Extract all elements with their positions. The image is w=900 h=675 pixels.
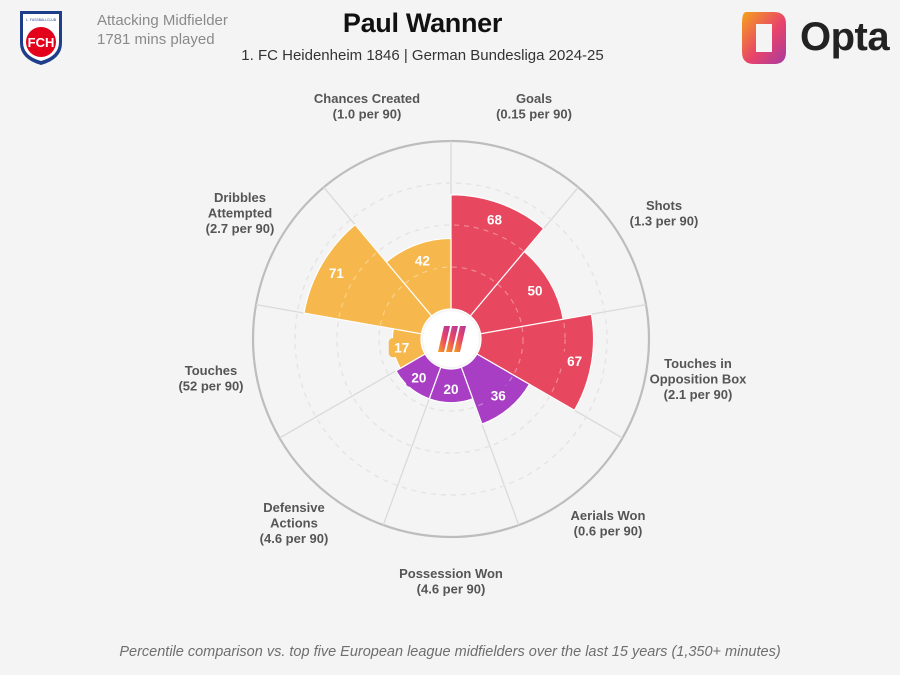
value-label: 36 [491, 388, 507, 403]
value-label: 17 [394, 341, 409, 356]
value-label: 68 [487, 212, 503, 227]
category-rate: (1.0 per 90) [333, 107, 402, 122]
category-label: Dribbles Attempted (2.7 per 90) [206, 190, 275, 236]
player-info: Attacking Midfielder 1781 mins played [97, 11, 228, 49]
value-badge [561, 351, 588, 371]
category-label: Touches (52 per 90) [178, 363, 243, 394]
value-badge [409, 250, 436, 270]
grid-ring-overlay [336, 224, 566, 454]
opta-wordmark: Opta [800, 15, 890, 59]
wedge-dribbles-attempted [303, 223, 433, 335]
center-opta-icon [438, 326, 466, 352]
player-minutes: 1781 mins played [97, 31, 215, 48]
crest-top-text: 1. FUSSBALLCLUB [26, 18, 57, 22]
wedge-shots [469, 250, 564, 335]
value-badge [323, 263, 350, 283]
value-label: 50 [527, 284, 542, 299]
club-crest: 1. FUSSBALLCLUB FCH [20, 11, 62, 65]
category-label: Goals (0.15 per 90) [496, 91, 572, 122]
category-rate: (0.6 per 90) [574, 524, 643, 539]
footnote: Percentile comparison vs. top five Europ… [119, 644, 781, 660]
value-label: 20 [411, 370, 426, 385]
team-league: 1. FC Heidenheim 1846 | German Bundeslig… [241, 47, 604, 64]
category-rate: (4.6 per 90) [260, 531, 329, 546]
category-label: Touches in Opposition Box (2.1 per 90) [650, 356, 748, 402]
category-rate: (0.15 per 90) [496, 107, 572, 122]
value-label: 20 [443, 382, 458, 397]
category-label: Chances Created (1.0 per 90) [314, 91, 420, 122]
category-rate: (1.3 per 90) [630, 214, 699, 229]
opta-logo-icon [742, 12, 786, 64]
player-position: Attacking Midfielder [97, 12, 228, 29]
value-badge [481, 209, 508, 229]
category-rate: (2.7 per 90) [206, 221, 275, 236]
value-badge [522, 281, 549, 300]
value-label: 42 [415, 253, 430, 268]
opta-logo: Opta [734, 6, 894, 70]
category-rate: (2.1 per 90) [664, 387, 733, 402]
grid-ring-overlay [294, 182, 608, 496]
chart-header: Paul Wanner 1. FC Heidenheim 1846 | Germ… [200, 8, 645, 64]
category-rate: (4.6 per 90) [417, 582, 486, 597]
value-badge [438, 379, 464, 399]
category-label: Possession Won (4.6 per 90) [399, 566, 503, 597]
value-badge [388, 338, 415, 358]
wedge-goals [450, 194, 545, 317]
wedge-touches-in-opposition-box [476, 313, 595, 412]
grid-ring-overlay [378, 266, 524, 412]
value-badge [405, 367, 432, 387]
player-name: Paul Wanner [342, 8, 503, 38]
value-label: 71 [329, 266, 345, 281]
category-label: Defensive Actions (4.6 per 90) [260, 500, 329, 546]
category-label: Shots (1.3 per 90) [630, 198, 699, 229]
value-label: 67 [567, 354, 582, 369]
category-label: Aerials Won (0.6 per 90) [571, 508, 646, 539]
category-rate: (52 per 90) [178, 379, 243, 394]
crest-letters: FCH [28, 35, 55, 50]
value-badge [485, 385, 512, 405]
